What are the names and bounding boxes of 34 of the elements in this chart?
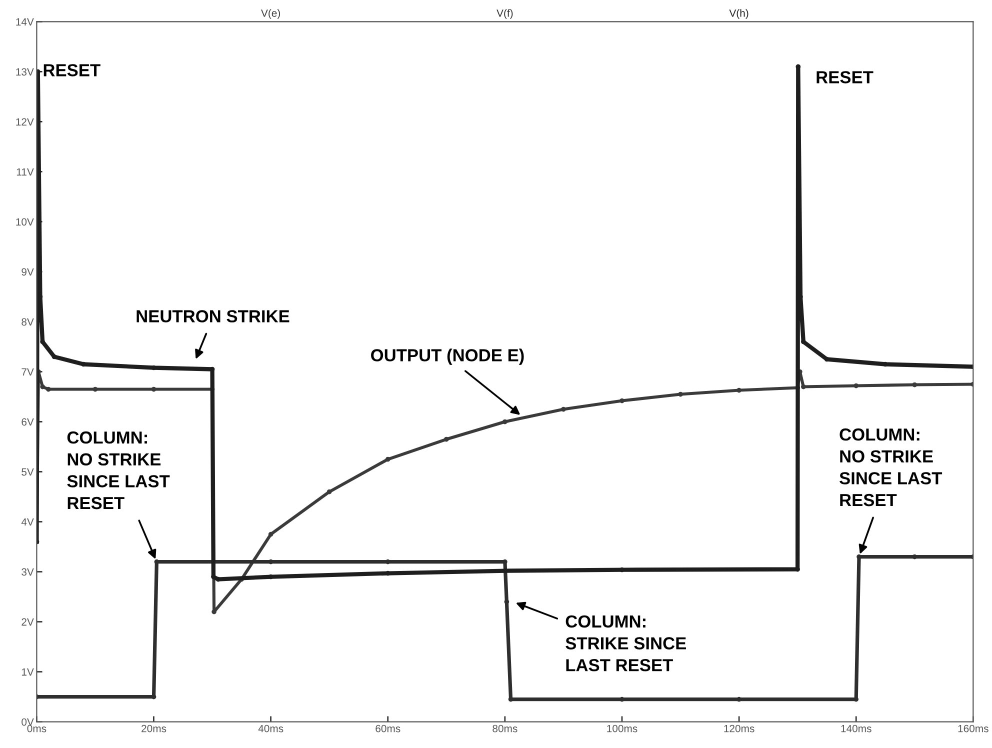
y-tick-label: 1V xyxy=(22,668,34,676)
x-tick-label: 40ms xyxy=(258,724,284,732)
y-tick-label: 4V xyxy=(21,518,34,526)
y-tick-label: 8V xyxy=(22,318,34,326)
y-tick-label: 11V xyxy=(16,168,34,176)
y-tick-label: 0V xyxy=(22,718,34,726)
y-tick-label: 9V xyxy=(22,268,34,276)
x-tick-label: 120ms xyxy=(724,724,754,732)
y-tick-label: 2V xyxy=(22,618,34,626)
y-tick-label: 7V xyxy=(22,368,34,376)
y-tick-label: 5V xyxy=(22,468,34,476)
x-tick-label: 160ms xyxy=(958,724,988,732)
x-tick-label: 100ms xyxy=(607,724,638,732)
text: V(h) xyxy=(729,9,748,19)
text: V(e) xyxy=(261,9,280,19)
annotation: COLUMN: NO STRIKE SINCE LAST RESET xyxy=(840,428,942,506)
annotation: COLUMN: NO STRIKE SINCE LAST RESET xyxy=(67,431,170,510)
y-tick-label: 12V xyxy=(16,118,34,126)
y-tick-label: 6V xyxy=(22,418,34,426)
annotation: COLUMN: STRIKE SINCE LAST RESET xyxy=(566,615,686,672)
text: V(f) xyxy=(496,9,513,19)
annotation: NEUTRON STRIKE xyxy=(136,310,290,322)
x-tick-label: 80ms xyxy=(492,724,518,732)
x-tick-label: 20ms xyxy=(142,724,166,732)
x-tick-label: 0ms xyxy=(27,724,46,732)
annotation: RESET xyxy=(816,71,874,84)
y-tick-label: 14V xyxy=(16,18,34,26)
y-tick-label: 10V xyxy=(16,218,34,226)
annotation: OUTPUT (NODE E) xyxy=(371,348,524,365)
x-tick-label: 60ms xyxy=(376,724,400,732)
annotation: RESET xyxy=(44,64,100,76)
y-tick-label: 13V xyxy=(16,68,34,76)
x-tick-label: 140ms xyxy=(841,724,872,732)
y-tick-label: 3V xyxy=(22,568,34,576)
